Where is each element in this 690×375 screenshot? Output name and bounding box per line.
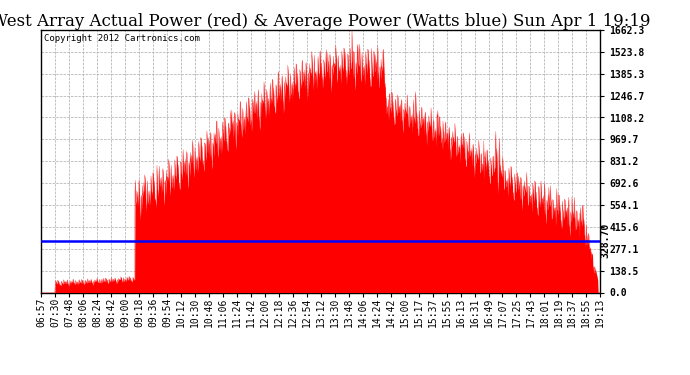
Text: 328.70: 328.70	[600, 223, 610, 258]
Title: West Array Actual Power (red) & Average Power (Watts blue) Sun Apr 1 19:19: West Array Actual Power (red) & Average …	[0, 13, 651, 30]
Text: Copyright 2012 Cartronics.com: Copyright 2012 Cartronics.com	[44, 34, 200, 43]
